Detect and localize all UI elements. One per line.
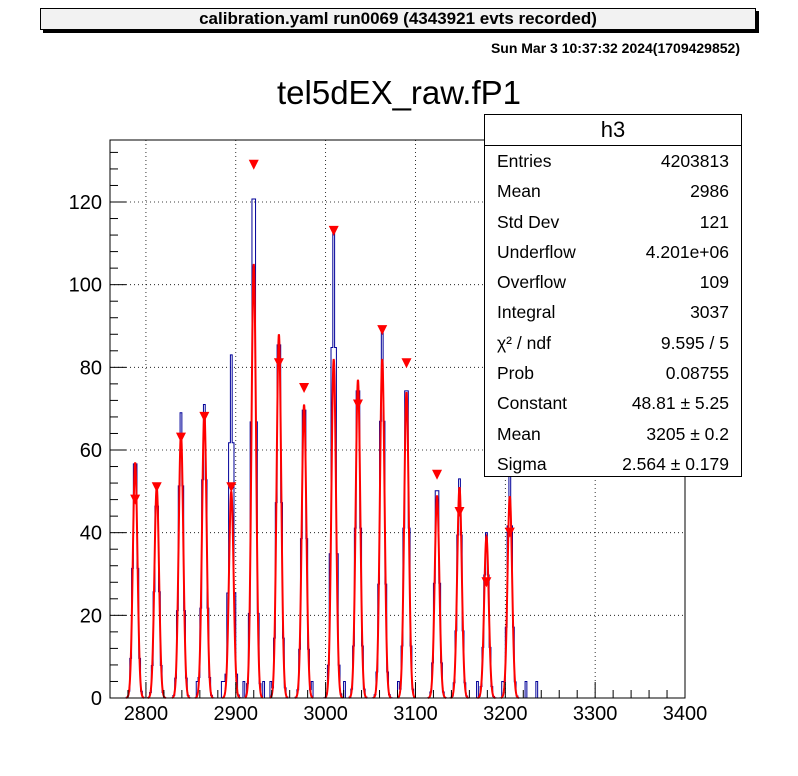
fit-curve bbox=[222, 491, 241, 699]
y-tick-label: 100 bbox=[69, 275, 102, 297]
peak-marker bbox=[432, 469, 443, 480]
stats-value: 3037 bbox=[690, 302, 729, 323]
stats-value: 109 bbox=[699, 272, 729, 293]
stats-value: 2.564 ± 0.179 bbox=[622, 453, 729, 474]
stats-row: Entries 4203813 bbox=[485, 146, 741, 176]
y-tick-label: 40 bbox=[80, 523, 102, 545]
stats-key: Mean bbox=[497, 423, 541, 444]
stats-key: Underflow bbox=[497, 241, 576, 262]
stats-box: h3 Entries 4203813 Mean 2986 Std Dev 121 Under… bbox=[484, 114, 742, 477]
y-tick-label: 20 bbox=[80, 605, 102, 627]
stats-key: Entries bbox=[497, 151, 552, 171]
peak-marker bbox=[199, 411, 210, 422]
fit-curve bbox=[125, 462, 145, 699]
peak-marker bbox=[175, 432, 186, 443]
peak-marker bbox=[299, 383, 310, 393]
stats-row: Constant 48.81 ± 5.25 bbox=[485, 388, 741, 418]
peak-marker bbox=[273, 358, 284, 369]
peak-marker bbox=[377, 325, 388, 336]
stats-key: Constant bbox=[497, 393, 568, 414]
fit-curve bbox=[244, 263, 264, 699]
stats-row: Mean 2986 bbox=[485, 176, 741, 206]
peak-marker bbox=[504, 527, 515, 538]
stats-row: χ² / ndf 9.595 / 5 bbox=[485, 328, 741, 358]
peak-marker bbox=[248, 159, 259, 170]
fit-curve bbox=[269, 334, 289, 699]
y-tick-label: 0 bbox=[91, 688, 102, 710]
stats-key: Mean bbox=[497, 181, 541, 202]
y-tick-label: 80 bbox=[80, 357, 102, 379]
peak-markers bbox=[130, 159, 515, 588]
peak-marker bbox=[454, 507, 465, 517]
stats-row: Sigma 2.564 ± 0.179 bbox=[485, 449, 741, 479]
stats-value: 4.201e+06 bbox=[645, 241, 729, 262]
peak-marker bbox=[481, 577, 492, 588]
fit-curve bbox=[372, 358, 392, 699]
x-tick-label: 3300 bbox=[573, 703, 618, 725]
stats-row: Integral 3037 bbox=[485, 297, 741, 327]
stats-value: 4203813 bbox=[660, 151, 729, 171]
stats-value: 48.81 ± 5.25 bbox=[631, 393, 729, 414]
peak-marker bbox=[130, 494, 141, 505]
fit-curve bbox=[147, 486, 166, 699]
peak-marker bbox=[151, 482, 162, 493]
fit-curve bbox=[324, 358, 344, 699]
peak-marker bbox=[226, 482, 237, 493]
x-tick-label: 2800 bbox=[124, 703, 169, 725]
fit-curve bbox=[294, 404, 314, 699]
stats-row: Underflow 4.201e+06 bbox=[485, 237, 741, 267]
peak-marker bbox=[328, 225, 339, 236]
fit-curve bbox=[450, 486, 469, 699]
x-tick-label: 3400 bbox=[663, 703, 708, 725]
chart-title: tel5dEX_raw.fP1 bbox=[277, 74, 521, 111]
fit-curve bbox=[427, 495, 447, 699]
x-tick-label: 3000 bbox=[303, 703, 348, 725]
x-tick-label: 3100 bbox=[393, 703, 438, 725]
x-tick-label: 3200 bbox=[483, 703, 528, 725]
fit-curve bbox=[195, 412, 214, 699]
stats-value: 3205 ± 0.2 bbox=[646, 423, 729, 444]
date-stamp: Sun Mar 3 10:37:32 2024(1709429852) bbox=[490, 40, 740, 56]
fit-curve bbox=[500, 496, 519, 699]
fit-series bbox=[125, 263, 519, 699]
fit-curve bbox=[397, 391, 416, 699]
stats-key: Prob bbox=[497, 363, 534, 384]
fit-curve bbox=[477, 533, 496, 699]
stats-row: Overflow 109 bbox=[485, 267, 741, 297]
stats-row: Std Dev 121 bbox=[485, 207, 741, 237]
stats-key: Overflow bbox=[497, 272, 567, 293]
stats-key: Sigma bbox=[497, 453, 547, 474]
stats-value: 9.595 / 5 bbox=[660, 332, 729, 353]
canvas-banner: calibration.yaml run0069 (4343921 evts r… bbox=[40, 8, 756, 30]
stats-row: Mean 3205 ± 0.2 bbox=[485, 419, 741, 449]
stats-value: 2986 bbox=[690, 181, 729, 202]
peak-marker bbox=[352, 399, 363, 410]
stats-value: 0.08755 bbox=[665, 363, 729, 384]
stats-key: χ² / ndf bbox=[497, 332, 551, 353]
y-tick-label: 120 bbox=[69, 192, 102, 214]
axes: 2800 2900 3000 3100 3200 3300 3400 0 20 40 60 80 100… bbox=[69, 151, 708, 725]
stats-box-title: h3 bbox=[485, 115, 741, 146]
peak-marker bbox=[401, 358, 412, 369]
y-tick-label: 60 bbox=[80, 440, 102, 462]
stats-key: Std Dev bbox=[497, 211, 560, 232]
stats-value: 121 bbox=[699, 211, 729, 232]
stats-key: Integral bbox=[497, 302, 556, 323]
fit-curve bbox=[348, 379, 368, 699]
x-tick-label: 2900 bbox=[214, 703, 259, 725]
fit-curve bbox=[171, 433, 191, 699]
stats-row: Prob 0.08755 bbox=[485, 358, 741, 388]
